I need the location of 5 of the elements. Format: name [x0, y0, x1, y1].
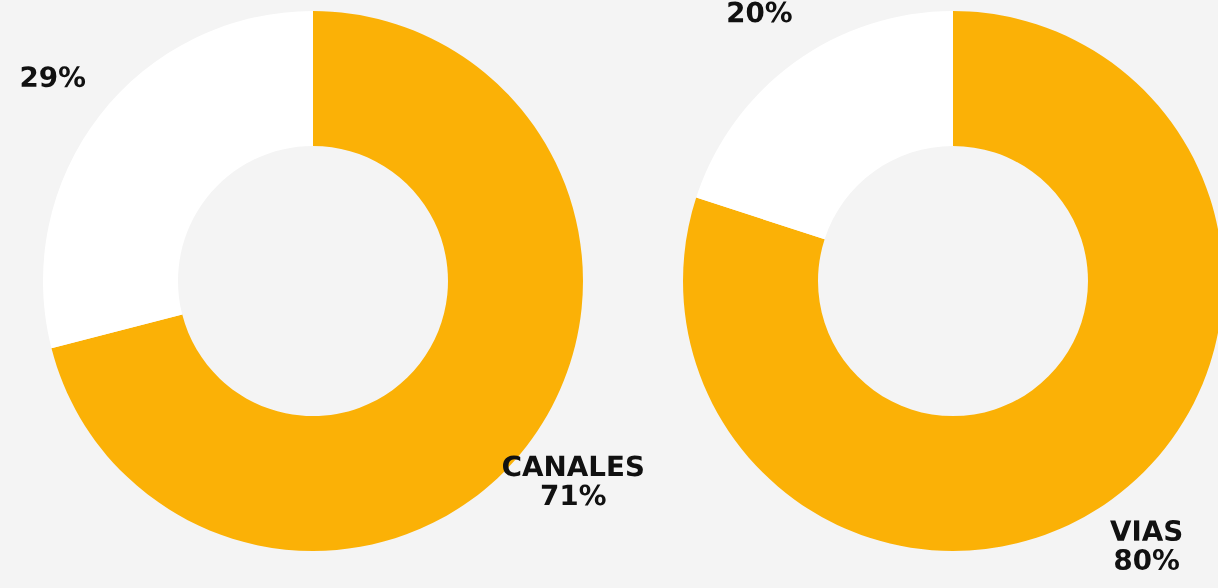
data-label: 71%: [541, 484, 606, 506]
slice-label: VIAS: [1110, 520, 1182, 542]
data-label: 29%: [21, 66, 86, 88]
data-label: 20%: [728, 1, 792, 23]
data-label: 80%: [1115, 549, 1179, 571]
